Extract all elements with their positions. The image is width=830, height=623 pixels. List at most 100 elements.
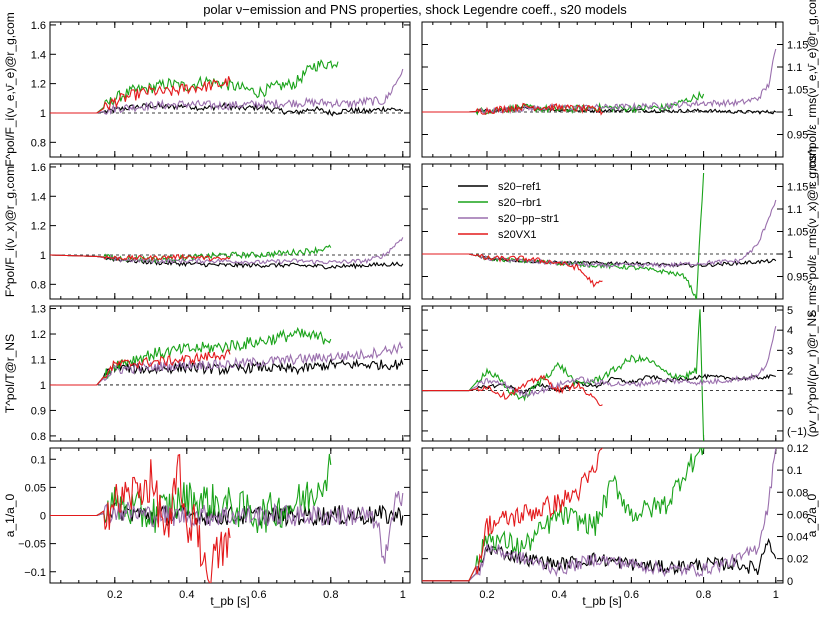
y-tick-label: 0.1 <box>31 454 46 466</box>
traces-r2r <box>422 172 777 299</box>
series-line <box>422 309 705 441</box>
x-tick-label: 0.2 <box>107 589 122 601</box>
series-line <box>50 253 231 262</box>
x-axis-labels: t_pb [s] t_pb [s] <box>210 594 621 608</box>
y-tick-label: 0.12 <box>787 443 808 455</box>
panel-frame <box>49 21 411 158</box>
y-tick-label: 1 <box>787 107 793 119</box>
y-tick-label: 1.2 <box>31 221 46 233</box>
panel-r4l: 0.2 0.4 0.6 0.8 1 −0.1 −0.05 0 0.05 0.1 a_1/a_0 <box>3 447 411 601</box>
x-tick-label: 0.8 <box>696 589 711 601</box>
y-tick-label: 1.2 <box>31 79 46 91</box>
y-tick-label: 0.02 <box>787 554 808 566</box>
traces-r4r <box>422 448 777 582</box>
y-tick-label: 0.04 <box>787 532 808 544</box>
y-tick-label: 1 <box>787 386 793 398</box>
y-tick-label: 1.05 <box>787 85 808 97</box>
x-tick-label: 0.6 <box>624 589 639 601</box>
y-tick-label: 0.95 <box>787 130 808 142</box>
y-tick-label: 1 <box>40 108 46 120</box>
y-tick-label: 0.1 <box>787 465 802 477</box>
y-axis-label: F^pol/F_i(ν_e,ν̄_e)@r_g,com <box>3 12 17 167</box>
traces-r2l <box>50 237 404 270</box>
y-tick-label: 0.06 <box>787 509 808 521</box>
traces-r1r <box>422 48 777 116</box>
y-axis-label: ε_rms^pol/ε_rms(ν_e,ν̄_e)@r_g,com <box>805 0 819 187</box>
x-tick-label: 0.2 <box>479 589 494 601</box>
traces-r3l <box>50 326 404 386</box>
y-tick-label: 1.3 <box>31 304 46 316</box>
y-tick-label: 1.1 <box>787 204 802 216</box>
series-line <box>50 358 404 386</box>
y-tick-label: 0 <box>40 511 46 523</box>
y-axis-label: ε_rms^pol/ε_rms(ν_x)@r_g,com <box>805 146 819 317</box>
traces-r4l <box>50 453 404 583</box>
y-tick-label: 1 <box>40 380 46 392</box>
x-tick-label: 1 <box>773 589 779 601</box>
y-tick-label: 1.1 <box>31 354 46 366</box>
panel-r1r: 0.95 1 1.05 1.1 1.15ε_rms^pol/ε_rms(ν_e,ν̄_e… <box>421 0 819 187</box>
x-axis-label: t_pb [s] <box>582 594 621 608</box>
y-tick-label: 0.8 <box>31 431 46 443</box>
y-tick-label: 2 <box>787 365 793 377</box>
x-tick-label: 1 <box>400 589 406 601</box>
y-axis-label: a_2/a_0 <box>805 493 819 537</box>
y-tick-label: 0.95 <box>787 272 808 284</box>
y-tick-label: 1.1 <box>787 62 802 74</box>
traces-r3r <box>422 309 777 441</box>
y-tick-label: 3 <box>787 345 793 357</box>
y-axis-label: T^pol/T@r_NS <box>3 334 17 413</box>
panel-frame <box>49 305 411 442</box>
y-tick-label: 0.08 <box>787 487 808 499</box>
y-tick-label: −0.05 <box>18 539 46 551</box>
y-axis-label: (ρv_r)^pol/(ρv_r)@r_NS <box>805 310 819 437</box>
panel-frame <box>421 163 784 300</box>
series-line <box>50 326 332 386</box>
x-tick-label: 0.6 <box>251 589 266 601</box>
panel-frame <box>421 21 784 158</box>
series-line <box>50 68 404 116</box>
panel-frame <box>421 305 784 442</box>
series-line <box>422 373 776 395</box>
x-tick-label: 0.8 <box>323 589 338 601</box>
series-line <box>50 244 332 264</box>
series-line <box>422 172 705 299</box>
series-line <box>50 76 231 114</box>
panels-layer: 0.8 1 1.2 1.4 1.6 F^pol/F_i(ν_e,ν̄_e)@r_g,com… <box>3 0 819 601</box>
y-tick-label: 0.8 <box>31 279 46 291</box>
series-line <box>422 325 777 398</box>
series-line <box>50 341 404 386</box>
x-tick-label: 0.4 <box>179 589 194 601</box>
traces-r1l <box>50 58 404 117</box>
series-line <box>50 254 404 270</box>
y-tick-label: 1.6 <box>31 20 46 32</box>
series-line <box>422 48 777 115</box>
y-axis-label: a_1/a_0 <box>3 493 17 537</box>
panel-frame <box>49 163 411 300</box>
series-line <box>50 349 231 386</box>
legend-label: s20−ref1 <box>498 181 541 193</box>
panel-r4r: 0.2 0.4 0.6 0.8 10 0.02 0.04 0.06 0.08 0.1 0.12 a_2… <box>421 443 819 601</box>
y-tick-label: 0.05 <box>25 482 46 494</box>
y-tick-label: 4 <box>787 325 793 337</box>
series-line <box>422 374 603 407</box>
y-tick-label: 1 <box>40 250 46 262</box>
series-line <box>50 237 404 265</box>
y-tick-label: 1 <box>787 249 793 261</box>
series-line <box>422 253 603 288</box>
y-tick-label: 1.2 <box>31 329 46 341</box>
panel-r1l: 0.8 1 1.2 1.4 1.6 F^pol/F_i(ν_e,ν̄_e)@r_g,com <box>3 12 411 167</box>
series-line <box>50 453 231 583</box>
y-tick-label: 1.05 <box>787 227 808 239</box>
legend-label: s20−rbr1 <box>498 197 542 209</box>
legend-label: s20VX1 <box>498 229 537 241</box>
y-axis-label: F^pol/F_i(ν_x)@r_g,com <box>3 166 17 297</box>
y-tick-label: 1.15 <box>787 182 808 194</box>
x-axis-label: t_pb [s] <box>210 594 249 608</box>
x-tick-label: 0.4 <box>552 589 567 601</box>
chart-title: polar ν−emission and PNS properties, sho… <box>203 2 627 17</box>
legend-label: s20−pp−str1 <box>498 213 559 225</box>
panel-r3l: 0.8 0.9 1 1.1 1.2 1.3 T^pol/T@r_NS <box>3 304 411 443</box>
series-line <box>50 101 404 117</box>
y-tick-label: 1.4 <box>31 49 46 61</box>
